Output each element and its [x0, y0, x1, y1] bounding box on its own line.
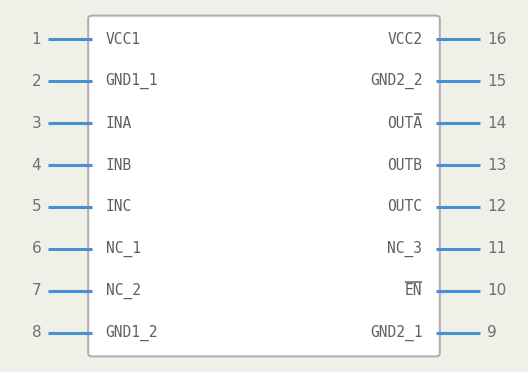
Text: 5: 5 — [32, 199, 41, 215]
Text: GND2_1: GND2_1 — [370, 325, 422, 341]
Text: 8: 8 — [32, 326, 41, 340]
Text: 14: 14 — [487, 116, 506, 131]
Text: 15: 15 — [487, 74, 506, 89]
Text: NC_2: NC_2 — [106, 283, 140, 299]
Text: INC: INC — [106, 199, 132, 215]
Text: INA: INA — [106, 116, 132, 131]
Text: OUTB: OUTB — [388, 157, 422, 173]
Text: GND1_2: GND1_2 — [106, 325, 158, 341]
Text: 12: 12 — [487, 199, 506, 215]
Text: 2: 2 — [32, 74, 41, 89]
Text: GND2_2: GND2_2 — [370, 73, 422, 89]
Text: VCC2: VCC2 — [388, 32, 422, 46]
Text: NC_3: NC_3 — [388, 241, 422, 257]
Text: 3: 3 — [32, 116, 41, 131]
Text: 6: 6 — [32, 241, 41, 256]
Text: INB: INB — [106, 157, 132, 173]
Text: NC_1: NC_1 — [106, 241, 140, 257]
Text: EN: EN — [405, 283, 422, 298]
Text: OUTA: OUTA — [388, 116, 422, 131]
Text: 9: 9 — [487, 326, 496, 340]
Text: 7: 7 — [32, 283, 41, 298]
Text: 13: 13 — [487, 157, 506, 173]
Text: GND1_1: GND1_1 — [106, 73, 158, 89]
Text: 16: 16 — [487, 32, 506, 46]
FancyBboxPatch shape — [88, 16, 440, 356]
Text: 4: 4 — [32, 157, 41, 173]
Text: 10: 10 — [487, 283, 506, 298]
Text: OUTC: OUTC — [388, 199, 422, 215]
Text: VCC1: VCC1 — [106, 32, 140, 46]
Text: 1: 1 — [32, 32, 41, 46]
Text: 11: 11 — [487, 241, 506, 256]
